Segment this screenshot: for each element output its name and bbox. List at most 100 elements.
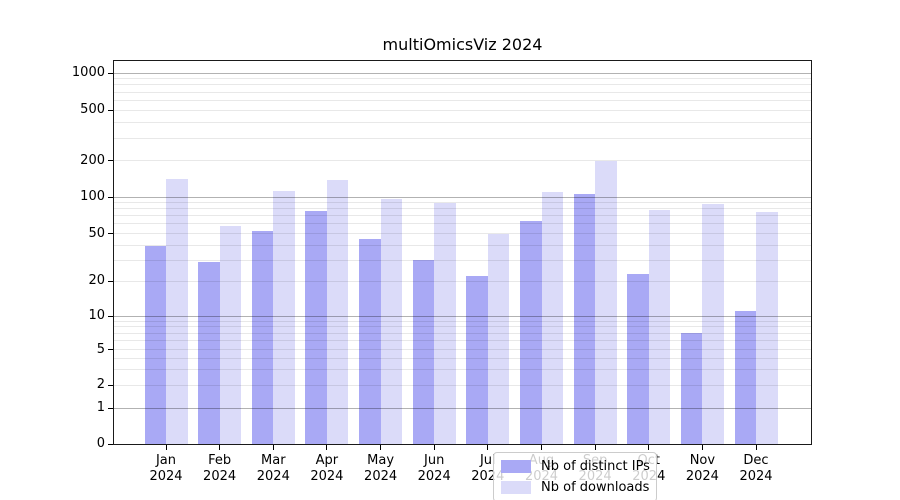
y-tick-mark: [108, 160, 113, 161]
gridline-major: [114, 407, 811, 409]
bar-distinct-ips-nov: [680, 333, 703, 444]
x-tick-mark: [701, 445, 703, 450]
y-tick-label: 5: [96, 341, 105, 357]
bar-distinct-ips-mar: [251, 231, 274, 444]
x-tick-mark: [326, 445, 328, 450]
y-tick-mark: [108, 384, 113, 386]
gridline-major: [114, 196, 811, 198]
y-tick-label: 10: [88, 308, 105, 323]
bar-distinct-ips-dec: [734, 311, 756, 444]
gridline-minor: [114, 384, 811, 386]
gridline-minor: [114, 233, 811, 234]
x-tick-label: Feb 2024: [203, 453, 237, 484]
bar-downloads-aug: [541, 192, 563, 444]
bar-distinct-ips-oct: [627, 273, 649, 444]
bar-distinct-ips-jan: [144, 246, 166, 444]
y-tick-mark: [108, 109, 113, 111]
y-tick-mark: [108, 280, 113, 282]
bar-downloads-nov: [702, 204, 724, 444]
y-tick-label: 200: [80, 152, 105, 168]
gridline-minor: [114, 109, 811, 111]
y-tick-mark: [108, 233, 113, 234]
y-tick-mark: [108, 315, 113, 317]
gridline-major: [114, 315, 811, 317]
chart-title: multiOmicsViz 2024: [382, 35, 543, 54]
y-tick-mark: [108, 407, 113, 409]
bar-downloads-jan: [166, 179, 188, 444]
y-tick-label: 50: [88, 225, 105, 241]
gridline-minor: [114, 357, 811, 359]
x-tick-label: Nov 2024: [685, 453, 719, 484]
x-tick-label: Dec 2024: [739, 453, 773, 484]
legend: Nb of distinct IPs Nb of downloads: [493, 452, 657, 500]
x-tick-mark: [433, 445, 435, 450]
legend-label-distinct-ips: Nb of distinct IPs: [541, 459, 650, 474]
gridline-minor: [114, 137, 811, 139]
gridline-minor: [114, 280, 811, 282]
bar-distinct-ips-sep: [573, 193, 596, 444]
y-tick-mark: [108, 72, 113, 74]
bar-distinct-ips-aug: [520, 220, 542, 444]
gridline-minor: [114, 202, 811, 203]
y-tick-label: 1000: [71, 65, 105, 80]
x-tick-label: Apr 2024: [310, 453, 344, 484]
x-tick-mark: [594, 445, 596, 450]
legend-swatch-downloads: [501, 481, 531, 494]
gridline-minor: [114, 208, 811, 210]
gridline-minor: [114, 84, 811, 86]
gridline-minor: [114, 223, 811, 225]
x-tick-label: Jan 2024: [149, 453, 183, 484]
gridline-minor: [114, 160, 811, 161]
x-tick-mark: [487, 445, 489, 450]
bar-distinct-ips-jun: [412, 260, 435, 444]
gridline-minor: [114, 326, 811, 328]
legend-row-downloads: Nb of downloads: [501, 480, 650, 495]
bar-distinct-ips-feb: [198, 261, 220, 444]
gridline-minor: [114, 259, 811, 261]
bar-distinct-ips-jul: [466, 276, 488, 444]
gridline-minor: [114, 78, 811, 80]
legend-label-downloads: Nb of downloads: [541, 480, 650, 495]
bar-downloads-sep: [595, 161, 617, 444]
y-tick-label: 2: [96, 377, 105, 392]
bar-downloads-oct: [648, 210, 671, 444]
gridline-minor: [114, 340, 811, 342]
x-tick-label: May 2024: [364, 453, 398, 484]
bar-downloads-feb: [219, 225, 242, 444]
y-tick-mark: [108, 443, 113, 445]
bar-downloads-mar: [273, 191, 295, 444]
bar-downloads-dec: [756, 211, 778, 444]
bar-downloads-may: [380, 198, 403, 444]
gridline-minor: [114, 349, 811, 350]
y-tick-mark: [108, 196, 113, 198]
gridline-minor: [114, 244, 811, 246]
x-tick-mark: [541, 445, 542, 450]
y-tick-label: 500: [80, 102, 105, 117]
bar-downloads-jul: [487, 233, 510, 444]
bar-downloads-apr: [326, 180, 349, 444]
y-tick-label: 100: [80, 189, 105, 204]
gridline-minor: [114, 332, 811, 334]
legend-swatch-distinct-ips: [501, 460, 531, 473]
gridline-minor: [114, 91, 811, 93]
x-tick-label: Mar 2024: [256, 453, 290, 484]
gridline-major: [114, 72, 811, 74]
y-tick-label: 0: [96, 436, 105, 451]
y-tick-label: 20: [88, 273, 105, 288]
legend-row-distinct-ips: Nb of distinct IPs: [501, 459, 650, 474]
gridline-minor: [114, 121, 811, 123]
y-tick-label: 1: [96, 400, 105, 415]
x-tick-mark: [165, 445, 167, 450]
x-tick-mark: [648, 445, 650, 450]
gridline-minor: [114, 215, 811, 217]
gridline-minor: [114, 99, 811, 101]
plot-area: Nb of distinct IPs Nb of downloads: [108, 60, 812, 500]
gridline-minor: [114, 368, 811, 370]
x-tick-mark: [755, 445, 757, 450]
bar-distinct-ips-may: [359, 239, 381, 444]
x-tick-mark: [272, 445, 274, 450]
x-tick-mark: [380, 445, 382, 450]
x-tick-label: Jun 2024: [417, 453, 451, 484]
y-tick-mark: [108, 349, 113, 350]
